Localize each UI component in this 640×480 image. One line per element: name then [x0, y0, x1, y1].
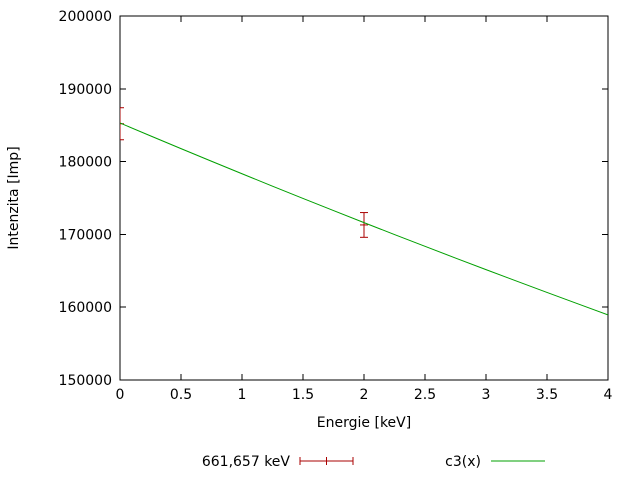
y-tick-label: 190000	[59, 82, 112, 98]
y-tick-label: 200000	[59, 9, 112, 25]
y-axis-title: Intenzita [Imp]	[6, 146, 22, 249]
x-axis-title: Energie [keV]	[317, 415, 411, 431]
x-tick-label: 1.5	[292, 387, 314, 403]
axes-layer: 0 0.5 1 1.5 2 2.5 3 3.5 4 150000 160000 170000 18000…	[59, 9, 613, 403]
series-layer	[120, 107, 608, 316]
legend-samples	[299, 457, 545, 465]
x-tick-label: 4	[604, 387, 613, 403]
x-tick-label: 0	[116, 387, 125, 403]
series-line-c3	[120, 122, 608, 316]
y-tick-label: 180000	[59, 155, 112, 171]
y-tick-label: 170000	[59, 227, 112, 243]
x-tick-label: 0.5	[170, 387, 192, 403]
x-tick-label: 3.5	[536, 387, 558, 403]
plot-border	[119, 15, 609, 381]
legend-sample-errorbars	[299, 457, 354, 465]
x-tick-label: 2.5	[414, 387, 436, 403]
y-tick-label: 150000	[59, 373, 112, 389]
errorbar-point	[360, 212, 368, 238]
legend-label-errorbars: 661,657 keV	[202, 454, 291, 470]
x-tick-label: 2	[360, 387, 369, 403]
legend-label-line: c3(x)	[445, 454, 481, 470]
x-tick-label: 1	[238, 387, 247, 403]
x-tick-label: 3	[482, 387, 491, 403]
y-tick-label: 160000	[59, 300, 112, 316]
